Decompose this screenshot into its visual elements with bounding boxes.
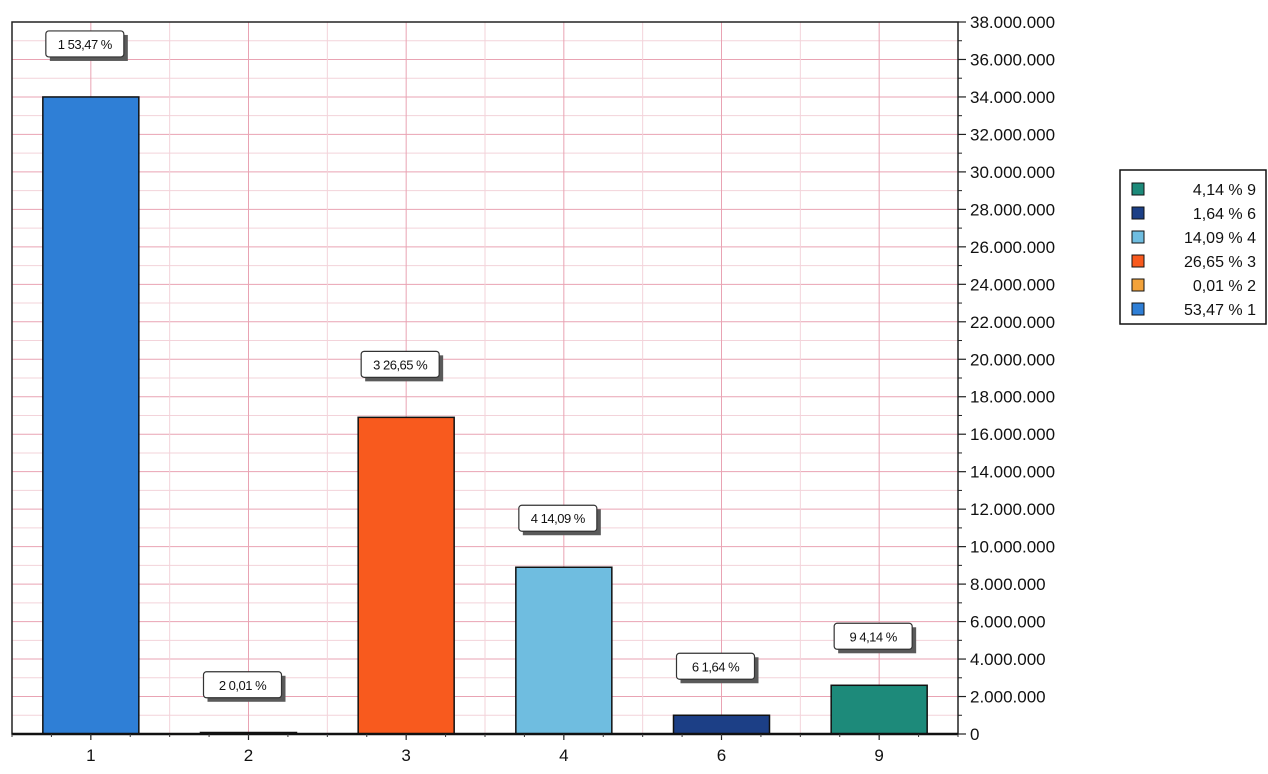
x-tick-label: 4 xyxy=(559,746,568,765)
legend-label: 53,47 % 1 xyxy=(1184,302,1256,319)
y-tick-label: 38.000.000 xyxy=(970,13,1055,32)
legend-swatch xyxy=(1131,302,1145,316)
y-tick-label: 10.000.000 xyxy=(970,538,1055,557)
data-labels: 1 53,47 % 2 0,01 % 3 26,65 % 4 14,09 % 6 1,6… xyxy=(45,30,917,702)
data-label-box xyxy=(45,30,125,58)
data-label: 6 1,64 % xyxy=(692,659,740,674)
legend-swatch xyxy=(1131,230,1145,244)
y-tick-label: 8.000.000 xyxy=(970,575,1046,594)
axes: 0 2.000.000 4.000.000 6.000.000 8.000.000 10.… xyxy=(11,13,1055,765)
y-tick-label: 2.000.000 xyxy=(970,688,1046,707)
bar-3 xyxy=(357,416,455,735)
grid xyxy=(12,22,958,734)
data-label: 3 26,65 % xyxy=(373,357,428,372)
y-tick-label: 22.000.000 xyxy=(970,313,1055,332)
data-label: 1 53,47 % xyxy=(58,37,113,52)
bar-9 xyxy=(830,684,928,735)
legend-label: 0,01 % 2 xyxy=(1193,278,1256,295)
x-tick-label: 3 xyxy=(401,746,410,765)
legend-swatch xyxy=(1131,182,1145,196)
data-label-box xyxy=(675,652,756,680)
data-label: 9 4,14 % xyxy=(850,629,898,644)
x-tick-label: 9 xyxy=(874,746,883,765)
y-tick-label: 6.000.000 xyxy=(970,613,1046,632)
x-tick-label: 1 xyxy=(86,746,95,765)
legend-swatch xyxy=(1131,254,1145,268)
y-tick-label: 32.000.000 xyxy=(970,125,1055,144)
y-tick-label: 18.000.000 xyxy=(970,388,1055,407)
y-tick-label: 14.000.000 xyxy=(970,463,1055,482)
bar-1 xyxy=(42,96,140,735)
y-tick-label: 0 xyxy=(970,725,979,744)
y-tick-label: 28.000.000 xyxy=(970,200,1055,219)
bar-4 xyxy=(515,566,613,735)
y-tick-label: 16.000.000 xyxy=(970,425,1055,444)
data-label-box xyxy=(360,350,440,378)
legend-label: 1,64 % 6 xyxy=(1193,206,1256,223)
bar-6 xyxy=(672,714,771,735)
data-label-box xyxy=(833,622,913,650)
x-tick-label: 6 xyxy=(717,746,726,765)
y-tick-label: 36.000.000 xyxy=(970,50,1055,69)
y-tick-label: 24.000.000 xyxy=(970,275,1055,294)
data-label: 4 14,09 % xyxy=(531,511,586,526)
data-label: 2 0,01 % xyxy=(219,678,267,693)
y-tick-label: 26.000.000 xyxy=(970,238,1055,257)
legend-box xyxy=(1119,169,1267,325)
legend-label: 26,65 % 3 xyxy=(1184,254,1256,271)
y-tick-label: 30.000.000 xyxy=(970,163,1055,182)
data-label-box xyxy=(518,504,598,532)
bars xyxy=(42,96,928,735)
x-tick-label: 2 xyxy=(244,746,253,765)
legend: 4,14 % 9 1,64 % 6 14,09 % 4 26,65 % 3 0,01 %… xyxy=(1119,169,1267,325)
y-tick-label: 34.000.000 xyxy=(970,88,1055,107)
legend-label: 4,14 % 9 xyxy=(1193,182,1256,199)
y-tick-label: 20.000.000 xyxy=(970,350,1055,369)
data-label-box xyxy=(202,671,283,699)
legend-swatch xyxy=(1131,206,1145,220)
y-tick-label: 4.000.000 xyxy=(970,650,1046,669)
y-tick-label: 12.000.000 xyxy=(970,500,1055,519)
legend-swatch xyxy=(1131,278,1145,292)
legend-label: 14,09 % 4 xyxy=(1184,230,1256,247)
